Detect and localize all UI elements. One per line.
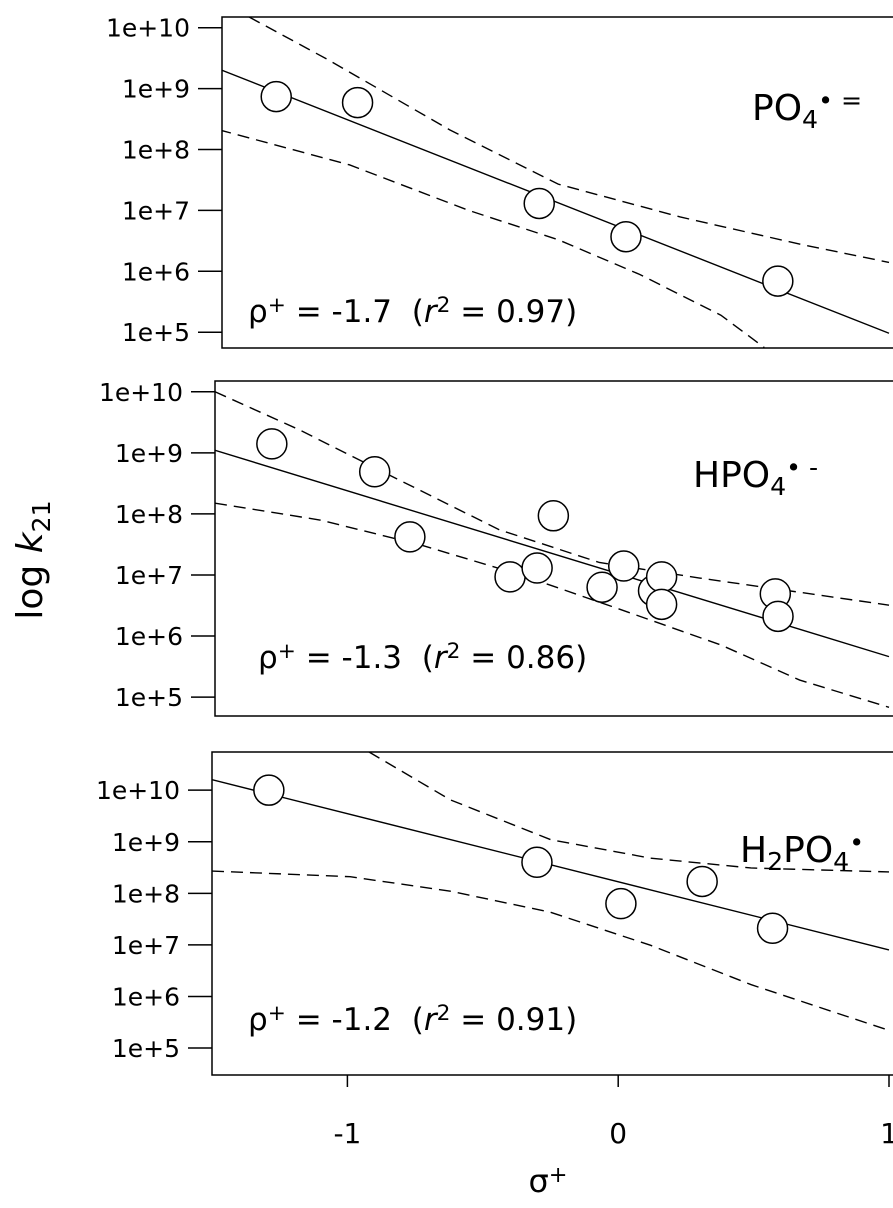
y-tick-label: 1e+9 (115, 439, 183, 468)
text-part: 2 (447, 639, 461, 664)
data-point (394, 521, 426, 553)
y-tick-label: 1e+7 (112, 931, 180, 960)
text-part: H (740, 830, 767, 871)
y-tick-label: 1e+9 (112, 828, 180, 857)
text-part: + (549, 1162, 568, 1188)
species-label: HPO4• - (693, 453, 818, 501)
text-part: log (10, 553, 51, 619)
text-part: PO (783, 830, 833, 871)
y-tick-label: 1e+7 (122, 196, 190, 225)
text-part: 21 (27, 500, 56, 532)
data-point (645, 588, 678, 621)
data-point (523, 187, 555, 220)
data-point (494, 561, 526, 593)
text-part: = -1.2 ( (286, 1002, 424, 1038)
lower-line (212, 870, 890, 1032)
y-tick-label: 1e+5 (115, 683, 183, 712)
data-point (253, 774, 285, 806)
text-part: ρ (248, 1002, 268, 1038)
text-part: 2 (767, 847, 783, 876)
lower-line (222, 129, 765, 348)
text-part: • (849, 828, 864, 857)
data-point (256, 428, 288, 460)
text-part: = -1.7 ( (286, 294, 424, 330)
text-part: 4 (833, 847, 849, 876)
y-tick-label: 1e+5 (122, 318, 190, 347)
text-part: r (424, 1002, 439, 1038)
y-tick-label: 1e+5 (112, 1034, 180, 1063)
text-part: HPO (693, 455, 770, 496)
data-point (645, 561, 678, 593)
upper-line (248, 17, 890, 264)
data-point (762, 600, 794, 633)
text-part: ρ (258, 640, 278, 676)
annotation: ρ+ = -1.7 (r2 = 0.97) (248, 293, 577, 330)
y-tick-label: 1e+9 (122, 75, 190, 104)
text-part: PO (752, 88, 802, 129)
data-point (607, 550, 640, 582)
x-tick-label: 0 (609, 1117, 627, 1150)
text-part: = 0.91) (450, 1002, 577, 1038)
data-point (605, 887, 637, 920)
text-part: k (10, 530, 51, 553)
text-part: • - (786, 453, 818, 482)
text-part: + (268, 1001, 286, 1026)
x-tick-label: -1 (333, 1117, 361, 1150)
y-tick-label: 1e+8 (122, 136, 190, 165)
text-part: r (434, 640, 449, 676)
data-point (358, 455, 391, 488)
y-tick-label: 1e+8 (115, 500, 183, 529)
text-part: r (424, 294, 439, 330)
text-part: • = (818, 86, 862, 115)
y-tick-label: 1e+10 (96, 776, 180, 805)
x-axis-label: σ+ (528, 1162, 567, 1200)
panel-frame (211, 751, 893, 1076)
text-part: = -1.3 ( (296, 640, 434, 676)
text-part: ρ (248, 294, 268, 330)
data-point (341, 86, 374, 119)
y-tick-label: 1e+6 (115, 622, 183, 651)
annotation: ρ+ = -1.3 (r2 = 0.86) (258, 639, 587, 676)
data-point (537, 500, 570, 532)
text-part: 4 (770, 472, 786, 501)
upper-line (368, 752, 890, 873)
text-part: + (278, 639, 296, 664)
lower-line (215, 502, 890, 708)
text-part: 4 (802, 105, 818, 134)
data-point (756, 912, 789, 945)
x-tick-label: 1 (880, 1117, 893, 1150)
species-label: PO4• = (752, 86, 862, 134)
y-tick-label: 1e+10 (106, 14, 190, 43)
text-part: 2 (437, 293, 451, 318)
y-axis-label: log k21 (10, 500, 56, 619)
y-tick-label: 1e+7 (115, 561, 183, 590)
y-tick-label: 1e+6 (112, 982, 180, 1011)
species-label: H2PO4• (740, 828, 864, 876)
panel-frame (214, 380, 893, 717)
panel-frame (221, 16, 893, 349)
data-point (521, 552, 553, 584)
data-point (762, 265, 794, 297)
y-tick-label: 1e+8 (112, 879, 180, 908)
data-point (586, 571, 618, 603)
data-point (521, 846, 553, 879)
text-part: σ (528, 1162, 548, 1200)
y-tick-label: 1e+6 (122, 257, 190, 286)
text-part: 2 (437, 1001, 451, 1026)
data-point (260, 80, 292, 113)
text-part: = 0.97) (450, 294, 577, 330)
data-point (686, 865, 718, 898)
text-part: = 0.86) (460, 640, 587, 676)
data-point (610, 220, 642, 253)
annotation: ρ+ = -1.2 (r2 = 0.91) (248, 1001, 577, 1038)
upper-line (215, 391, 890, 606)
y-tick-label: 1e+10 (99, 378, 183, 407)
text-part: + (268, 293, 286, 318)
